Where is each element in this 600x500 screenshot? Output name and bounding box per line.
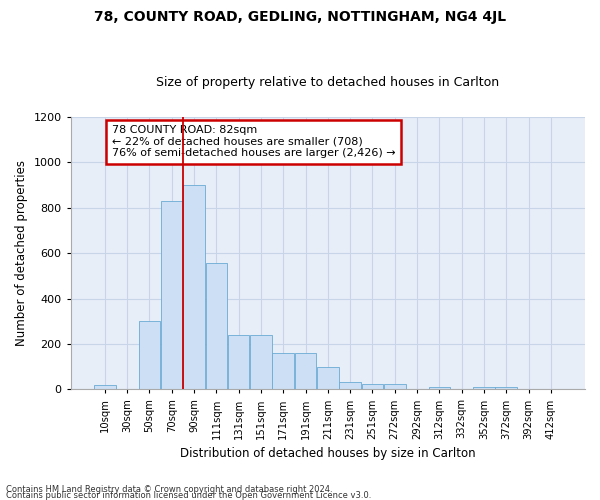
Bar (228, 335, 250, 390)
Bar (183, 185, 205, 390)
Bar (94, 384, 116, 390)
Bar (473, 388, 495, 390)
Text: 78, COUNTY ROAD, GEDLING, NOTTINGHAM, NG4 4JL: 78, COUNTY ROAD, GEDLING, NOTTINGHAM, NG… (94, 10, 506, 24)
Text: 78 COUNTY ROAD: 82sqm
← 22% of detached houses are smaller (708)
76% of semi-det: 78 COUNTY ROAD: 82sqm ← 22% of detached … (112, 125, 395, 158)
Bar (362, 384, 383, 390)
Title: Size of property relative to detached houses in Carlton: Size of property relative to detached ho… (156, 76, 499, 90)
Bar (272, 353, 294, 390)
Bar (139, 321, 160, 390)
Bar (295, 353, 316, 390)
Bar (206, 264, 227, 390)
Bar (250, 335, 272, 390)
Bar (161, 201, 182, 390)
Bar (340, 382, 361, 390)
Y-axis label: Number of detached properties: Number of detached properties (15, 160, 28, 346)
Bar (384, 384, 406, 390)
Bar (496, 388, 517, 390)
Bar (428, 387, 450, 390)
X-axis label: Distribution of detached houses by size in Carlton: Distribution of detached houses by size … (180, 447, 476, 460)
Bar (317, 366, 338, 390)
Text: Contains public sector information licensed under the Open Government Licence v3: Contains public sector information licen… (6, 490, 371, 500)
Text: Contains HM Land Registry data © Crown copyright and database right 2024.: Contains HM Land Registry data © Crown c… (6, 484, 332, 494)
